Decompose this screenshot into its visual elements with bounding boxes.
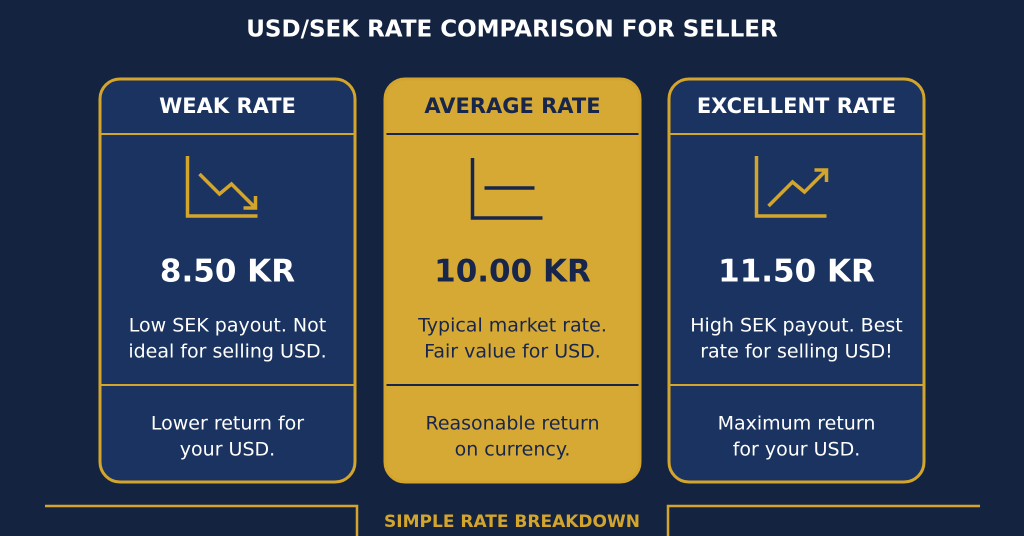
frame-line bbox=[666, 504, 980, 536]
footer-line: Maximum return bbox=[718, 413, 876, 435]
frame-line bbox=[45, 504, 359, 536]
card-title: WEAK RATE bbox=[159, 94, 296, 118]
card bbox=[383, 77, 642, 484]
description-line: ideal for selling USD. bbox=[128, 341, 326, 363]
description-line: Low SEK payout. Not bbox=[129, 315, 326, 337]
footer-line: Reasonable return bbox=[425, 413, 599, 435]
description-line: Fair value for USD. bbox=[424, 341, 601, 363]
footer-line: Lower return for bbox=[151, 413, 304, 435]
page-title: USD/SEK RATE COMPARISON FOR SELLER bbox=[246, 17, 778, 43]
trend-icon bbox=[754, 156, 829, 218]
footer-line: your USD. bbox=[180, 439, 275, 461]
cards: WEAK RATE 8.50 KR Low SEK payout. Not ideal… bbox=[98, 77, 926, 484]
description-line: High SEK payout. Best bbox=[690, 315, 903, 337]
breakdown-title: SIMPLE RATE BREAKDOWN bbox=[384, 512, 640, 532]
footer-line: for your USD. bbox=[733, 439, 861, 461]
breakdown-frame bbox=[45, 504, 980, 536]
trend-icon bbox=[185, 156, 258, 218]
rate-value: 11.50 KR bbox=[718, 254, 875, 290]
rate-value: 10.00 KR bbox=[434, 254, 591, 290]
card bbox=[98, 77, 357, 484]
card-title: AVERAGE RATE bbox=[424, 94, 600, 118]
card bbox=[667, 77, 926, 484]
footer-line: on currency. bbox=[455, 439, 571, 461]
rate-value: 8.50 KR bbox=[160, 254, 295, 290]
description-line: rate for selling USD! bbox=[700, 341, 893, 363]
trend-icon bbox=[470, 158, 543, 220]
description-line: Typical market rate. bbox=[417, 315, 607, 337]
card-title: EXCELLENT RATE bbox=[697, 94, 896, 118]
